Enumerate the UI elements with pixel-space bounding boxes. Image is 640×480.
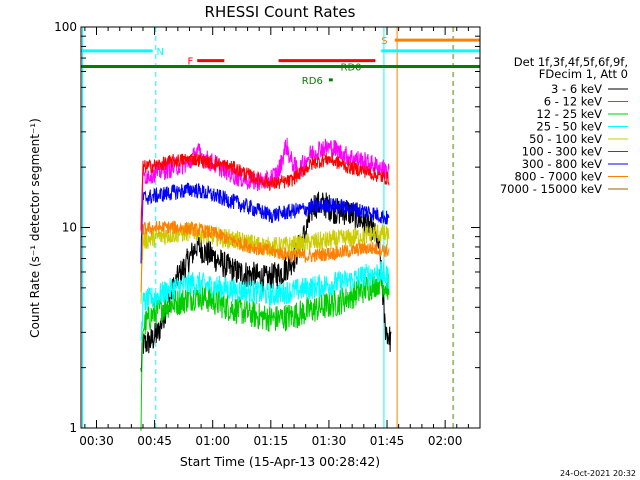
axes: 00:30 00:45 01:00 01:15 01:30 01:45 02:00 1 10 10…	[54, 20, 481, 448]
legend-label-100-300-kev: 100 - 300 keV	[522, 145, 602, 159]
x-tick-label-0115: 01:15	[254, 434, 289, 448]
series-line-300-800-kev	[140, 182, 390, 264]
series-line-800-7000-kev	[140, 220, 390, 293]
legend-header-line-2: FDecim 1, Att 0	[539, 67, 628, 81]
legend-label-800-7000-kev: 800 - 7000 keV	[514, 170, 602, 184]
y-axis-label: Count Rate (s⁻¹ detector segment⁻¹)	[28, 118, 42, 338]
x-tick-label-0030: 00:30	[79, 434, 114, 448]
y-tick-label-10: 10	[62, 221, 77, 235]
x-tick-label-0200: 02:00	[428, 434, 463, 448]
legend-label-25-50-kev: 25 - 50 keV	[536, 120, 602, 134]
legend-header-line-1: Det 1f,3f,4f,5f,6f,9f,	[514, 55, 628, 69]
series-line-100-300-kev	[140, 152, 390, 231]
footer-date: 24-Oct-2021 20:32	[560, 469, 636, 478]
x-tick-label-0045: 00:45	[137, 434, 172, 448]
chart-title: RHESSI Count Rates	[205, 3, 356, 21]
legend-label-6-12-kev: 6 - 12 keV	[544, 95, 602, 109]
series-line-12-25-kev	[140, 269, 390, 431]
x-axis-label: Start Time (15-Apr-13 00:28:42)	[180, 454, 380, 469]
legend-label-3-6-kev: 3 - 6 keV	[551, 82, 602, 96]
series-line-6-12-kev	[140, 137, 390, 232]
flag-label-f: F	[188, 57, 194, 68]
flag-label-s: S	[381, 36, 387, 47]
x-tick-label-0100: 01:00	[195, 434, 230, 448]
legend-label-12-25-kev: 12 - 25 keV	[536, 107, 602, 121]
y-tick-label-1: 1	[69, 421, 77, 435]
legend: Det 1f,3f,4f,5f,6f,9f, FDecim 1, Att 0 3…	[500, 55, 628, 196]
flag-label-n: N	[157, 47, 164, 58]
y-tick-label-100: 100	[54, 20, 77, 34]
legend-label-7000-15000-kev: 7000 - 15000 keV	[500, 182, 602, 196]
flag-label-rd0: RD0	[341, 63, 362, 74]
x-tick-label-0130: 01:30	[312, 434, 347, 448]
flag-bars: N S F RD0 RD6	[81, 36, 480, 87]
series-line-25-50-kev	[140, 261, 390, 342]
x-tick-label-0145: 01:45	[370, 434, 405, 448]
legend-label-50-100-kev: 50 - 100 keV	[529, 132, 602, 146]
series-line-50-100-kev	[140, 221, 390, 304]
flag-label-rd6: RD6	[302, 76, 323, 87]
legend-label-300-800-kev: 300 - 800 keV	[522, 157, 602, 171]
